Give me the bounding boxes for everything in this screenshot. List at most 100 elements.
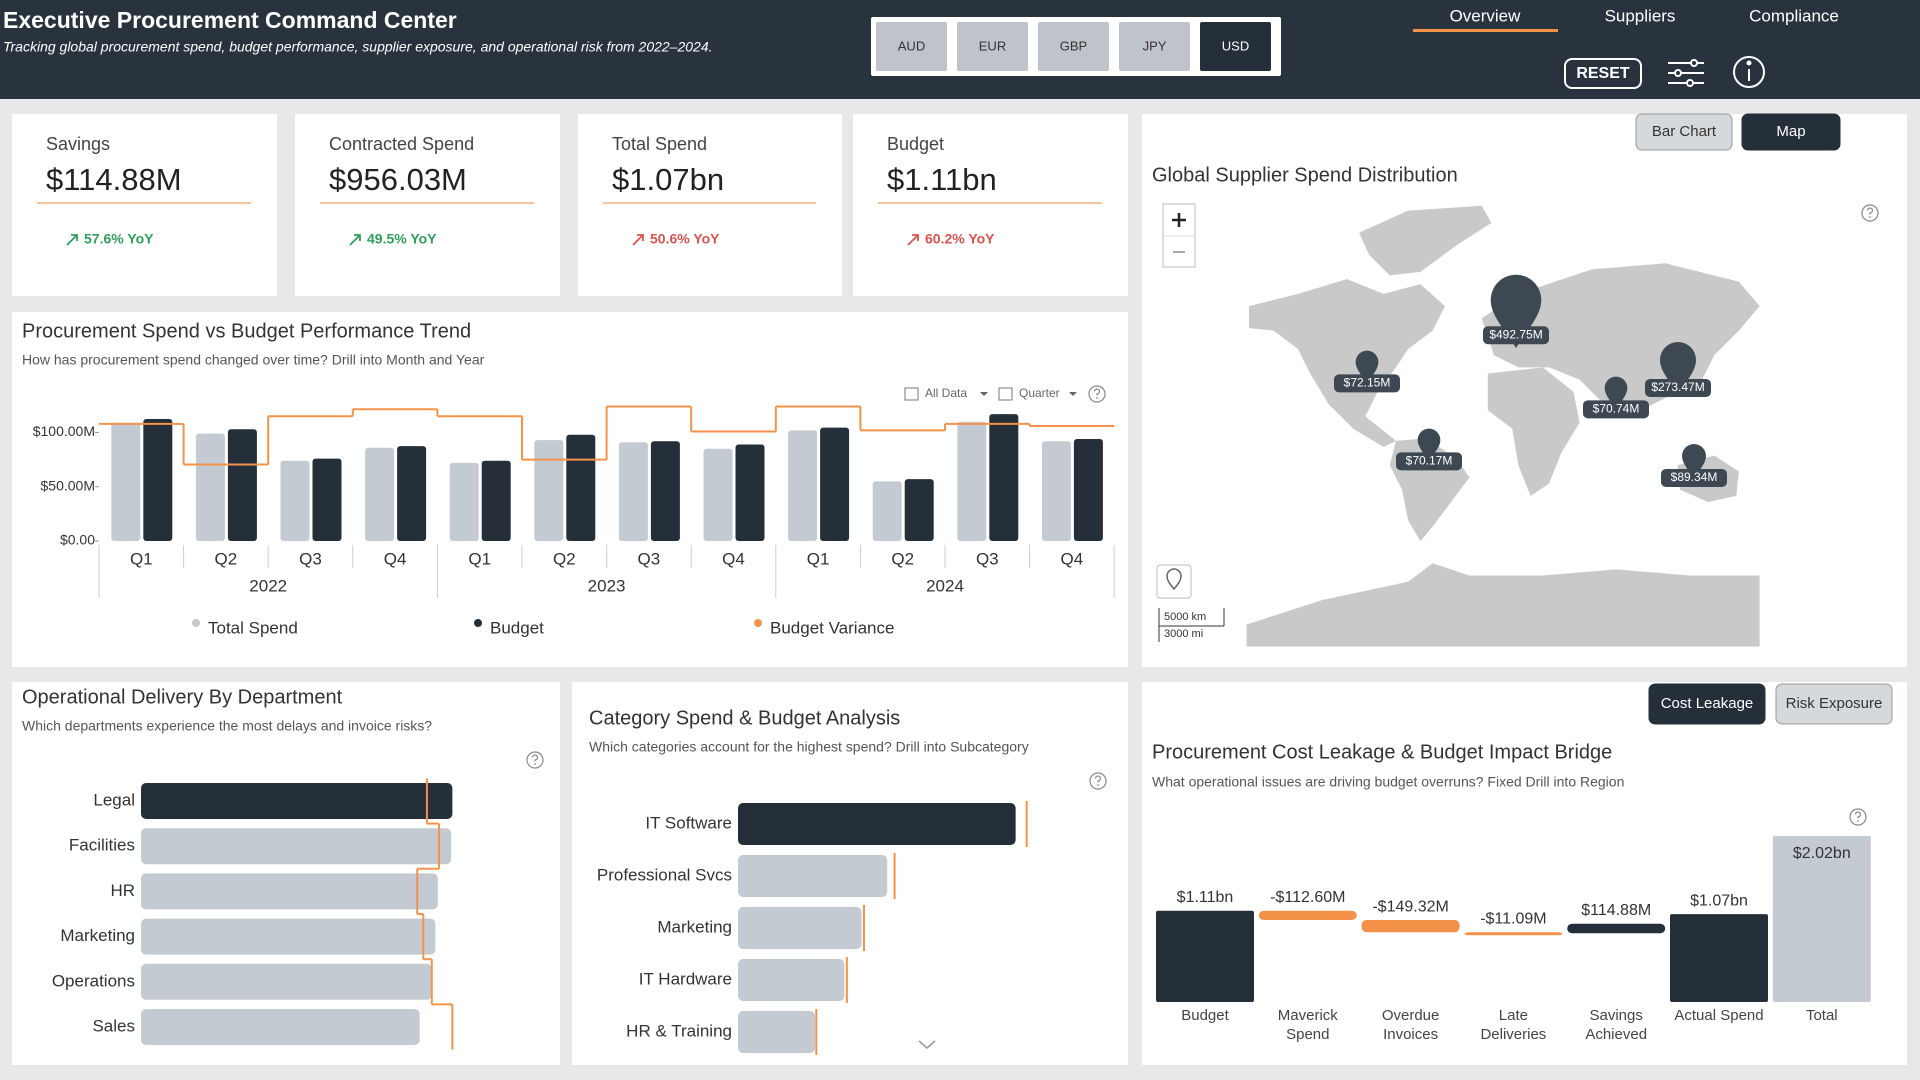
- bar[interactable]: [738, 803, 1016, 845]
- view-toggle[interactable]: [1648, 683, 1766, 725]
- bar[interactable]: [141, 873, 438, 910]
- toolbar-button[interactable]: All Data: [925, 386, 967, 400]
- bar[interactable]: [1156, 910, 1254, 1002]
- bar: [735, 444, 765, 541]
- map-marker[interactable]: [1604, 376, 1628, 410]
- toolbar-button[interactable]: Quarter: [1019, 386, 1060, 400]
- map-marker[interactable]: [1355, 350, 1379, 384]
- nav-tab[interactable]: Compliance: [1749, 6, 1839, 25]
- bar[interactable]: [1567, 923, 1666, 934]
- filter-icon[interactable]: [1668, 59, 1704, 87]
- marker-label-bg: [1645, 379, 1711, 398]
- view-toggle-label[interactable]: Cost Leakage: [1661, 695, 1754, 712]
- bar[interactable]: [141, 783, 453, 819]
- bar[interactable]: [141, 828, 452, 865]
- bar: [703, 448, 733, 541]
- x-tick-label: Total: [1805, 1007, 1838, 1024]
- locate-button[interactable]: [1156, 564, 1192, 599]
- currency-label[interactable]: EUR: [979, 38, 1006, 53]
- y-tick-label: Sales: [92, 1016, 135, 1035]
- info-icon[interactable]: [1733, 56, 1765, 88]
- page-subtitle: Tracking global procurement spend, budge…: [3, 39, 713, 55]
- currency-button[interactable]: [1200, 22, 1271, 71]
- x-tick-label: Budget: [1181, 1007, 1229, 1024]
- nav-tab[interactable]: Overview: [1450, 6, 1522, 25]
- x-tick-label: Q1: [130, 549, 153, 568]
- kpi-card: [853, 114, 1128, 296]
- currency-label[interactable]: USD: [1222, 38, 1249, 53]
- bar[interactable]: [141, 963, 432, 1000]
- currency-label[interactable]: AUD: [898, 38, 925, 53]
- icon-dot: [1746, 60, 1752, 66]
- map-marker[interactable]: [1490, 274, 1542, 348]
- help-icon[interactable]: [1861, 204, 1879, 222]
- currency-button[interactable]: [1119, 22, 1190, 71]
- reset-button[interactable]: [1564, 58, 1642, 89]
- bar[interactable]: [738, 959, 845, 1001]
- reset-label[interactable]: RESET: [1576, 65, 1630, 82]
- help-icon[interactable]: [1849, 808, 1867, 826]
- currency-label[interactable]: GBP: [1060, 38, 1087, 53]
- help-icon[interactable]: [1089, 772, 1107, 790]
- bar: [111, 422, 141, 541]
- nav-tab[interactable]: Suppliers: [1605, 6, 1676, 25]
- x-tick-label: Q1: [807, 549, 830, 568]
- bar[interactable]: [1772, 836, 1871, 1002]
- legend-marker: [474, 619, 482, 627]
- x-tick-label: Savings Achieved: [1585, 1007, 1648, 1043]
- help-dot: [1857, 820, 1859, 822]
- bar[interactable]: [738, 907, 862, 949]
- bar: [227, 429, 257, 541]
- currency-button[interactable]: [1038, 22, 1109, 71]
- view-toggle-label[interactable]: Bar Chart: [1652, 123, 1717, 140]
- toolbar-caret: [980, 392, 988, 396]
- bar[interactable]: [141, 1009, 420, 1045]
- currency-button[interactable]: [957, 22, 1028, 71]
- scale-label: 3000 mi: [1164, 628, 1203, 640]
- map-marker[interactable]: [1682, 444, 1706, 479]
- help-glyph: [1094, 775, 1102, 783]
- bar[interactable]: [1670, 914, 1768, 1002]
- help-icon[interactable]: [1088, 385, 1106, 403]
- map-marker[interactable]: [1659, 341, 1697, 395]
- bar: [449, 462, 479, 541]
- bar[interactable]: [1361, 920, 1460, 933]
- bar[interactable]: [738, 1011, 816, 1053]
- y-tick-label: Legal: [93, 790, 135, 809]
- x-group-label: 2022: [249, 576, 287, 595]
- chart-subtitle: Which categories account for the highest…: [589, 739, 1029, 755]
- view-toggle-label[interactable]: Risk Exposure: [1786, 695, 1883, 712]
- bar: [397, 446, 427, 541]
- x-group-label: 2023: [588, 576, 626, 595]
- marker-label: $72.15M: [1344, 376, 1391, 390]
- zoom-in[interactable]: [1172, 213, 1186, 227]
- kpi-card: [295, 114, 560, 296]
- view-toggle[interactable]: [1775, 683, 1893, 725]
- icon-circle: [1733, 56, 1765, 88]
- currency-label[interactable]: JPY: [1143, 38, 1167, 53]
- help-icon[interactable]: [526, 751, 544, 769]
- kpi-label: Budget: [887, 134, 944, 154]
- view-toggle[interactable]: [1635, 113, 1733, 151]
- marker-label-bg: [1396, 452, 1462, 471]
- map-marker[interactable]: [1417, 428, 1441, 462]
- toolbar-icon: [998, 387, 1013, 401]
- data-label: -$149.32M: [1372, 898, 1449, 915]
- currency-button[interactable]: [876, 22, 947, 71]
- view-toggle[interactable]: [1741, 113, 1841, 151]
- x-group-label: 2024: [926, 576, 964, 595]
- scroll-chevron[interactable]: [918, 1040, 936, 1049]
- kpi-change: 57.6% YoY: [84, 231, 154, 247]
- icon-knob: [1686, 79, 1694, 87]
- bar[interactable]: [141, 918, 436, 955]
- bar[interactable]: [738, 855, 888, 897]
- bar: [820, 427, 850, 541]
- bar[interactable]: [1464, 932, 1563, 936]
- x-tick-label: Q4: [1061, 549, 1084, 568]
- kpi-arrow: [907, 234, 919, 246]
- view-toggle-label[interactable]: Map: [1776, 123, 1805, 140]
- legend-marker: [192, 619, 200, 627]
- bar[interactable]: [1258, 910, 1357, 921]
- bar: [365, 447, 395, 541]
